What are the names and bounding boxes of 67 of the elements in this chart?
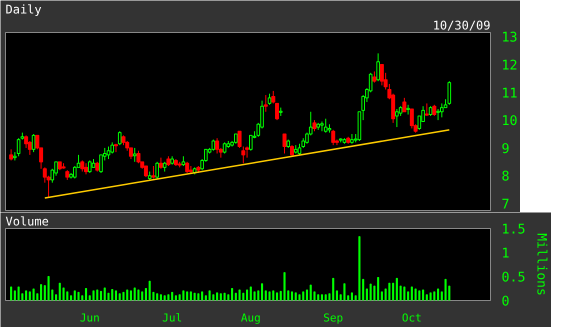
y-tick-label: 1: [502, 246, 510, 262]
y-tick-label: 12: [502, 58, 518, 74]
candlestick: [372, 70, 376, 84]
candlestick: [268, 93, 272, 106]
candlestick: [324, 118, 328, 134]
x-tick-label: Jul: [162, 312, 182, 324]
y-tick-label: 10: [502, 114, 518, 130]
y-tick-label: 8: [502, 170, 510, 185]
candlestick: [212, 139, 216, 152]
y-tick-label: 0.5: [502, 270, 526, 286]
chart-title: Daily: [6, 2, 42, 16]
candlestick: [282, 134, 287, 154]
y-tick-label: 0: [502, 294, 510, 310]
candlestick: [80, 160, 84, 172]
candlestick: [432, 104, 436, 116]
y-axis-title: Millions: [534, 233, 549, 296]
x-tick-label: Jun: [80, 312, 100, 324]
candlestick: [118, 130, 122, 146]
candlestick: [9, 148, 14, 161]
candlestick: [406, 104, 410, 116]
candlestick: [331, 129, 336, 146]
candlestick: [424, 102, 429, 116]
candlestick: [155, 161, 159, 180]
candlestick: [447, 80, 452, 106]
candlestick: [158, 157, 163, 170]
y-tick-label: 9: [502, 142, 510, 157]
candlestick: [95, 161, 100, 172]
candlestick: [16, 138, 20, 157]
y-tick-label: 13: [502, 30, 518, 46]
candlestick: [428, 106, 432, 116]
x-tick-label: Oct: [402, 312, 422, 324]
candlestick: [32, 134, 36, 153]
candlestick: [136, 150, 140, 164]
candlestick: [182, 156, 186, 166]
candlestick: [440, 102, 444, 118]
y-tick-label: 11: [502, 86, 518, 102]
candlestick: [234, 134, 238, 144]
candlestick: [185, 161, 190, 174]
candlestick: [320, 121, 324, 132]
candlestick: [350, 134, 354, 144]
candlestick: [72, 166, 77, 180]
candlestick: [166, 156, 170, 166]
candlestick: [249, 134, 253, 152]
candlestick: [88, 160, 92, 174]
candlestick: [395, 108, 399, 128]
candlestick: [65, 170, 70, 180]
candlestick: [162, 161, 166, 172]
candlestick: [410, 108, 414, 129]
y-tick-label: 1.5: [502, 222, 526, 238]
candlestick: [290, 144, 294, 156]
chart-title: Volume: [6, 214, 49, 228]
candlestick: [312, 120, 316, 132]
chart-subtitle: 10/30/09: [432, 18, 490, 32]
candlestick: [215, 138, 220, 154]
x-tick-label: Sep: [323, 312, 344, 324]
candlestick: [436, 108, 440, 121]
candlestick: [402, 97, 406, 112]
candlestick: [132, 147, 137, 162]
x-tick-label: Aug: [240, 312, 261, 324]
candlestick: [376, 52, 380, 82]
candlestick: [144, 166, 148, 178]
candlestick: [380, 64, 384, 86]
candlestick: [106, 146, 110, 160]
y-tick-label: 7: [502, 198, 510, 213]
candlestick: [222, 142, 226, 154]
candlestick: [84, 162, 88, 175]
candlestick: [151, 166, 156, 180]
